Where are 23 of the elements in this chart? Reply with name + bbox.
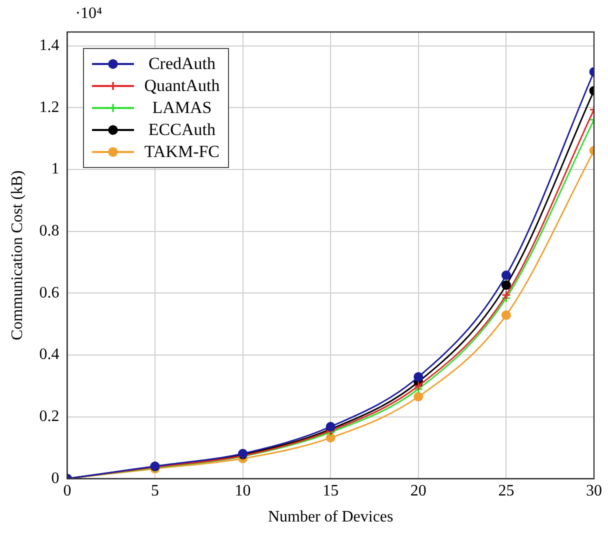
y-tick-label: 0.4 — [39, 346, 60, 364]
x-tick-label: 30 — [586, 482, 602, 500]
legend-label: TAKM-FC — [144, 141, 220, 163]
y-tick-label: 1.4 — [39, 37, 60, 54]
y-tick-label: 1.2 — [39, 98, 60, 116]
y-tick-label: 0.2 — [39, 408, 60, 425]
y-tick-label: 0.8 — [39, 222, 60, 240]
y-tick-label: 1 — [51, 160, 60, 178]
text: ·10⁴ — [75, 5, 103, 22]
y-axis-title: Communication Cost (kB) — [8, 170, 26, 340]
x-tick-label: 20 — [410, 482, 426, 500]
x-tick-label: 25 — [498, 482, 514, 500]
y-tick-label: 0 — [51, 470, 60, 487]
x-tick-label: 10 — [234, 482, 251, 500]
x-tick-label: 5 — [151, 482, 159, 500]
legend-label: CredAuth — [147, 53, 216, 75]
legend-label: QuantAuth — [144, 75, 220, 97]
legend-label: ECCAuth — [147, 119, 216, 141]
x-tick-label: 0 — [63, 482, 72, 500]
legend-label: LAMAS — [151, 97, 213, 119]
x-axis-title: Number of Devices — [268, 508, 394, 526]
y-tick-label: 0.6 — [39, 284, 60, 302]
x-tick-label: 15 — [322, 482, 339, 500]
